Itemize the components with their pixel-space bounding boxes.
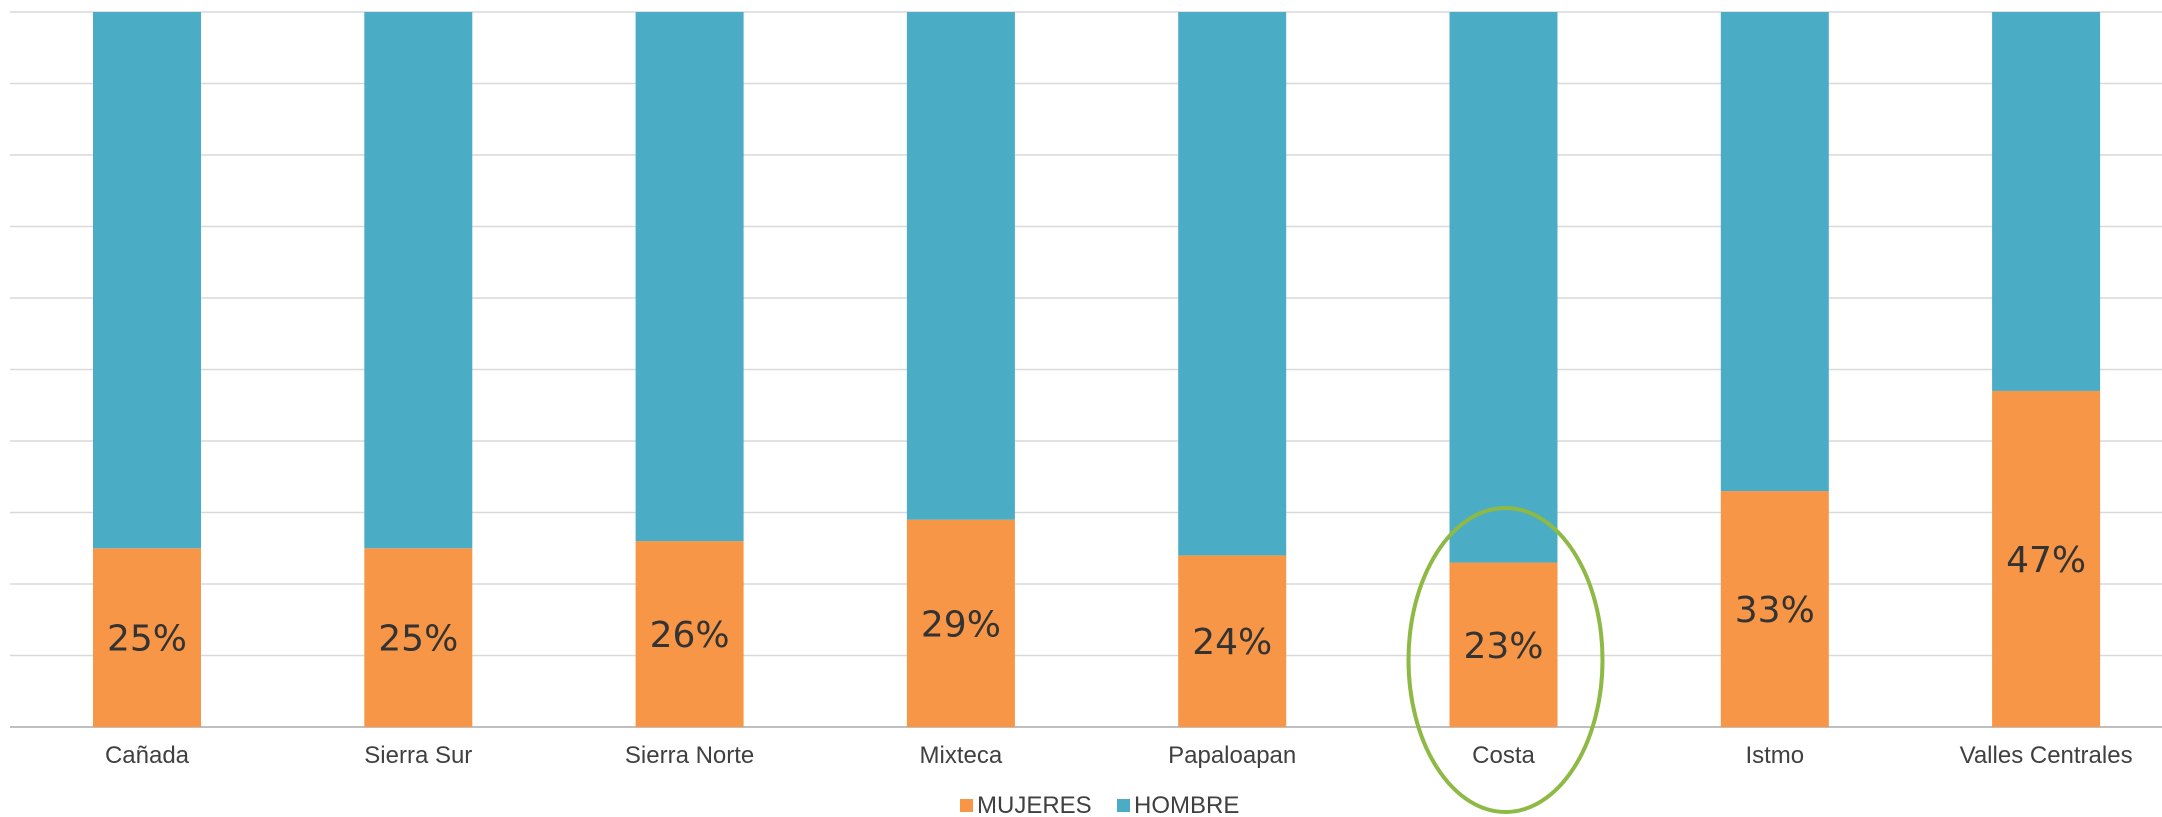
bar-mujeres-6 <box>1449 562 1558 727</box>
category-label: Mixteca <box>920 742 1003 769</box>
category-label: Sierra Norte <box>625 742 754 769</box>
legend-swatch-mujeres <box>960 799 973 812</box>
bar-mujeres-1 <box>93 548 201 727</box>
category-label: Valles Centrales <box>1960 742 2133 769</box>
data-labels: 25% 25% 26% 29% 24% 23% 33% 47% <box>107 540 2086 667</box>
bar-hombre-4 <box>906 12 1015 520</box>
gridlines <box>10 11 2162 728</box>
highlight-ellipse <box>1406 506 1605 814</box>
bar-mujeres-5 <box>1178 555 1287 727</box>
bar-hombre-1 <box>93 12 201 549</box>
data-label: 25% <box>107 619 187 660</box>
bar-mujeres-3 <box>635 541 744 727</box>
legend-label-hombre: HOMBRE <box>1134 792 1239 817</box>
legend: MUJERES HOMBRE <box>960 792 1239 817</box>
category-label: Istmo <box>1745 742 1804 769</box>
data-label: 25% <box>378 619 458 660</box>
data-label: 33% <box>1735 590 1815 631</box>
data-label: 26% <box>650 615 730 656</box>
bars <box>93 12 2101 727</box>
bar-hombre-7 <box>1720 12 1829 492</box>
bar-mujeres-2 <box>364 548 473 727</box>
data-label: 47% <box>2006 540 2086 581</box>
data-label: 23% <box>1463 626 1543 667</box>
category-label: Costa <box>1472 742 1535 769</box>
bar-hombre-8 <box>1992 12 2101 391</box>
category-label: Papaloapan <box>1168 742 1296 769</box>
category-labels: Cañada Sierra Sur Sierra Norte Mixteca Papal… <box>105 742 2133 769</box>
bar-mujeres-7 <box>1720 491 1829 727</box>
bar-hombre-6 <box>1449 12 1558 563</box>
bar-hombre-3 <box>635 12 744 542</box>
bar-mujeres-4 <box>906 519 1015 727</box>
data-label: 24% <box>1192 622 1272 663</box>
data-label: 29% <box>921 604 1001 645</box>
highlight <box>1406 506 1605 814</box>
category-label: Sierra Sur <box>364 742 472 769</box>
bar-hombre-2 <box>364 12 473 549</box>
category-label: Cañada <box>105 742 190 769</box>
bar-hombre-5 <box>1178 12 1287 556</box>
bar-mujeres-8 <box>1992 390 2101 727</box>
legend-swatch-hombre <box>1117 799 1130 812</box>
legend-label-mujeres: MUJERES <box>977 792 1092 817</box>
